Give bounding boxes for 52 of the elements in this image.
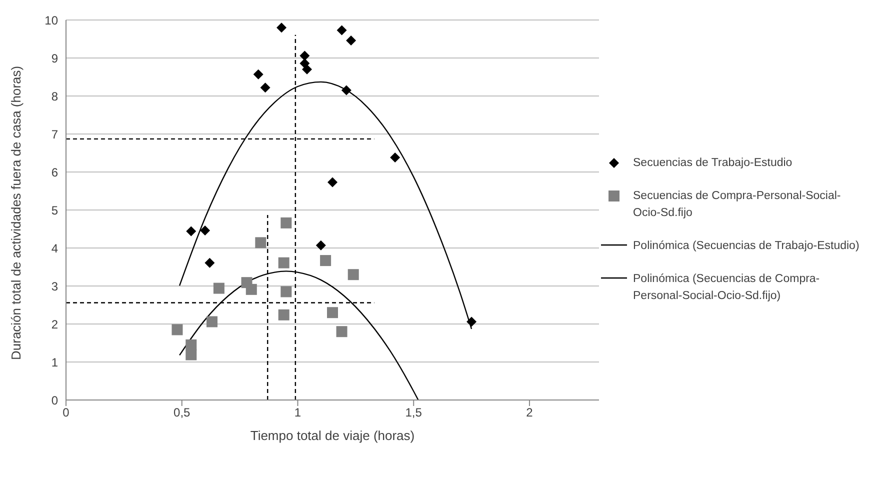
y-tick-label: 5	[51, 203, 58, 218]
x-axis-title: Tiempo total de viaje (horas)	[250, 428, 415, 443]
legend-label: Polinómica (Secuencias de Trabajo-Estudio)	[633, 239, 860, 254]
legend-label: Polinómica (Secuencias de Compra-Personal-Social-Ocio-Sd.fijo)	[633, 272, 821, 304]
point	[466, 316, 477, 327]
x-tick-label: 1,5	[405, 406, 422, 420]
point	[278, 257, 290, 268]
point	[300, 50, 310, 61]
point	[316, 240, 326, 250]
legend-label: Secuencias de Trabajo-Estudio	[633, 156, 792, 171]
point	[328, 177, 338, 188]
point	[390, 152, 400, 163]
y-tick-label: 0	[51, 393, 58, 408]
y-tick-label: 10	[44, 13, 58, 28]
point	[206, 316, 218, 328]
point	[204, 258, 215, 268]
point	[327, 307, 338, 318]
x-tick-label: 1	[294, 406, 302, 420]
point	[336, 326, 348, 338]
point	[280, 286, 292, 298]
x-tick-label: 2	[526, 406, 534, 420]
point	[186, 339, 197, 350]
x-tick-label: 0	[62, 406, 70, 420]
point	[276, 22, 287, 33]
point	[213, 282, 224, 294]
point	[186, 349, 197, 360]
point	[172, 324, 183, 336]
point	[280, 217, 292, 228]
y-tick-label: 7	[51, 127, 58, 142]
point	[336, 25, 347, 36]
point	[200, 226, 210, 236]
y-tick-label: 4	[51, 241, 58, 256]
y-tick-label: 9	[51, 51, 58, 66]
y-tick-label: 8	[51, 89, 58, 104]
y-axis-title: Duración total de actividades fuera de casa (horas)	[8, 66, 24, 360]
point	[320, 255, 332, 266]
y-tick-label: 6	[51, 165, 58, 180]
point	[348, 269, 359, 280]
point	[253, 69, 264, 80]
y-tick-label: 2	[51, 317, 58, 332]
legend-label: Secuencias de Compra-Personal-Social-Ocio-Sd.fijo	[633, 189, 842, 221]
point	[346, 36, 356, 46]
point	[278, 309, 290, 320]
y-tick-label: 1	[51, 355, 58, 370]
point	[246, 284, 257, 295]
point	[302, 64, 312, 74]
point	[260, 82, 270, 93]
y-tick-label: 3	[51, 279, 58, 294]
point	[255, 237, 266, 248]
point	[186, 226, 196, 236]
x-tick-label: 0,5	[174, 406, 191, 420]
point	[341, 85, 352, 96]
